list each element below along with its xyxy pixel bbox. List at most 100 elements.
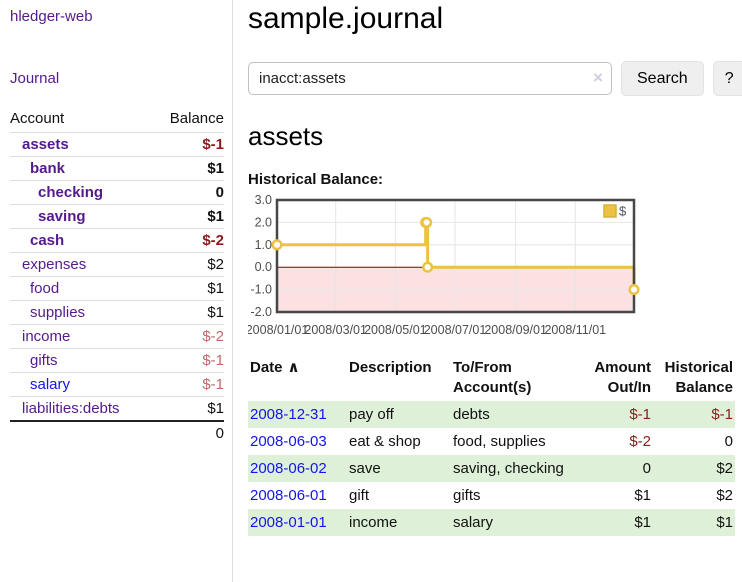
account-balance: 0 [215,184,224,201]
search-form: × Search ? [248,61,742,96]
transaction-date-cell: 2008-06-01 [248,482,347,509]
register-header-accounts: To/From Account(s) [453,359,532,396]
search-button[interactable]: Search [621,61,704,96]
accounts-header-balance: Balance [169,110,224,127]
data-point-marker[interactable] [421,216,433,228]
transaction-balance: $1 [716,514,733,531]
account-row: food $1 [10,276,224,301]
account-balance: $1 [207,280,224,297]
y-axis-tick-label: 3.0 [255,195,272,207]
account-row: supplies $1 [10,300,224,325]
transaction-row: 2008-01-01 income salary $1 $1 [248,509,735,536]
data-point-marker[interactable] [628,284,640,296]
account-link[interactable]: bank [30,160,66,177]
account-link[interactable]: expenses [22,256,87,273]
account-name-cell: supplies [10,301,153,325]
account-name-cell: gifts [10,349,153,373]
account-balance: $-1 [202,376,224,393]
transaction-amount: $-1 [629,406,651,423]
clear-search-icon[interactable]: × [593,68,603,87]
transaction-description: income [349,514,398,531]
x-axis-tick-label: 2008/01/01 [248,323,308,337]
account-link[interactable]: income [22,328,71,345]
account-link[interactable]: gifts [30,352,58,369]
nav-journal-link[interactable]: Journal [10,70,60,87]
transaction-date-cell: 2008-06-02 [248,455,347,482]
transaction-accounts: food, supplies [453,433,546,450]
account-link[interactable]: saving [38,208,86,225]
legend-label: $ [619,204,627,219]
chart-canvas: 2008/01/012008/03/012008/05/012008/07/01… [246,193,640,337]
transaction-date-link[interactable]: 2008-06-03 [250,433,327,450]
transaction-accounts: gifts [453,487,481,504]
account-name-cell: food [10,277,153,301]
transaction-balance: 0 [724,433,733,450]
transaction-row: 2008-12-31 pay off debts $-1 $-1 [248,401,735,428]
y-axis-tick-label: -2.0 [250,305,272,319]
sidebar: hledger-web Journal Account Balance asse… [0,0,233,582]
sort-ascending-icon: ∧ [287,359,300,376]
app-title-link[interactable]: hledger-web [10,8,93,25]
transaction-description: gift [349,487,370,504]
y-axis-tick-label: 2.0 [255,215,272,229]
x-axis-tick-label: 2008/05/01 [364,323,427,337]
account-row: cash $-2 [10,228,224,253]
account-name-cell: income [10,325,153,349]
legend-swatch-icon [603,204,617,218]
account-balance: $-2 [202,232,224,249]
search-input[interactable] [248,62,612,95]
account-link[interactable]: salary [30,376,71,393]
historical-balance-chart[interactable]: 2008/01/01 2008/03/01 2008/05/01 2008/07/01… [246,193,648,340]
transaction-accounts: saving, checking [453,460,564,477]
account-row: income $-2 [10,324,224,349]
accounts-header-row: Account Balance [10,106,224,133]
transaction-amount: $1 [634,487,651,504]
transaction-amount: $-2 [629,433,651,450]
account-name-cell: expenses [10,253,153,277]
account-balance: $-1 [202,352,224,369]
help-button[interactable]: ? [712,61,742,96]
account-heading: assets [248,121,324,151]
account-link[interactable]: supplies [30,304,86,321]
register-header-balance: Historical Balance [664,359,733,396]
transaction-date-link[interactable]: 2008-06-02 [250,460,327,477]
accounts-header-account: Account [10,110,65,127]
account-row: saving $1 [10,204,224,229]
x-axis-tick-label: 2008/07/01 [424,323,487,337]
account-row: liabilities:debts $1 [10,396,224,422]
transaction-accounts: salary [453,514,494,531]
account-link[interactable]: liabilities:debts [22,400,120,417]
transaction-date-cell: 2008-12-31 [248,401,347,428]
transaction-date-link[interactable]: 2008-12-31 [250,406,327,423]
account-link[interactable]: checking [38,184,104,201]
y-axis-tick-label: 0.0 [255,260,272,274]
account-link[interactable]: assets [22,136,69,153]
register-header-amount: Amount Out/In [594,359,651,396]
transaction-description: save [349,460,381,477]
x-axis-tick-label: 2008/11/01 [544,323,606,337]
transaction-balance: $2 [716,487,733,504]
page-title: sample.journal [248,2,444,35]
account-name-cell: assets [10,133,153,157]
register-header-row: Date ∧ Description To/From Account(s) Amo… [248,355,735,401]
account-link[interactable]: cash [30,232,65,249]
data-point-marker[interactable] [271,239,283,251]
account-name-cell: cash [10,229,153,253]
transaction-row: 2008-06-01 gift gifts $1 $2 [248,482,735,509]
account-row: salary $-1 [10,372,224,397]
transaction-balance: $2 [716,460,733,477]
transaction-date-cell: 2008-01-01 [248,509,347,536]
account-balance: $-2 [202,328,224,345]
account-row: expenses $2 [10,252,224,277]
account-row: bank $1 [10,156,224,181]
transaction-description: pay off [349,406,394,423]
transaction-date-link[interactable]: 2008-06-01 [250,487,327,504]
register-header-date[interactable]: Date ∧ [250,359,300,376]
data-point-marker[interactable] [422,261,434,273]
account-balance: $1 [207,160,224,177]
accounts-table: Account Balance assets $-1 bank $1 checking 0… [10,106,224,445]
chart-title: Historical Balance: [248,171,384,188]
transaction-date-link[interactable]: 2008-01-01 [250,514,327,531]
account-balance: $2 [207,256,224,273]
account-link[interactable]: food [30,280,60,297]
